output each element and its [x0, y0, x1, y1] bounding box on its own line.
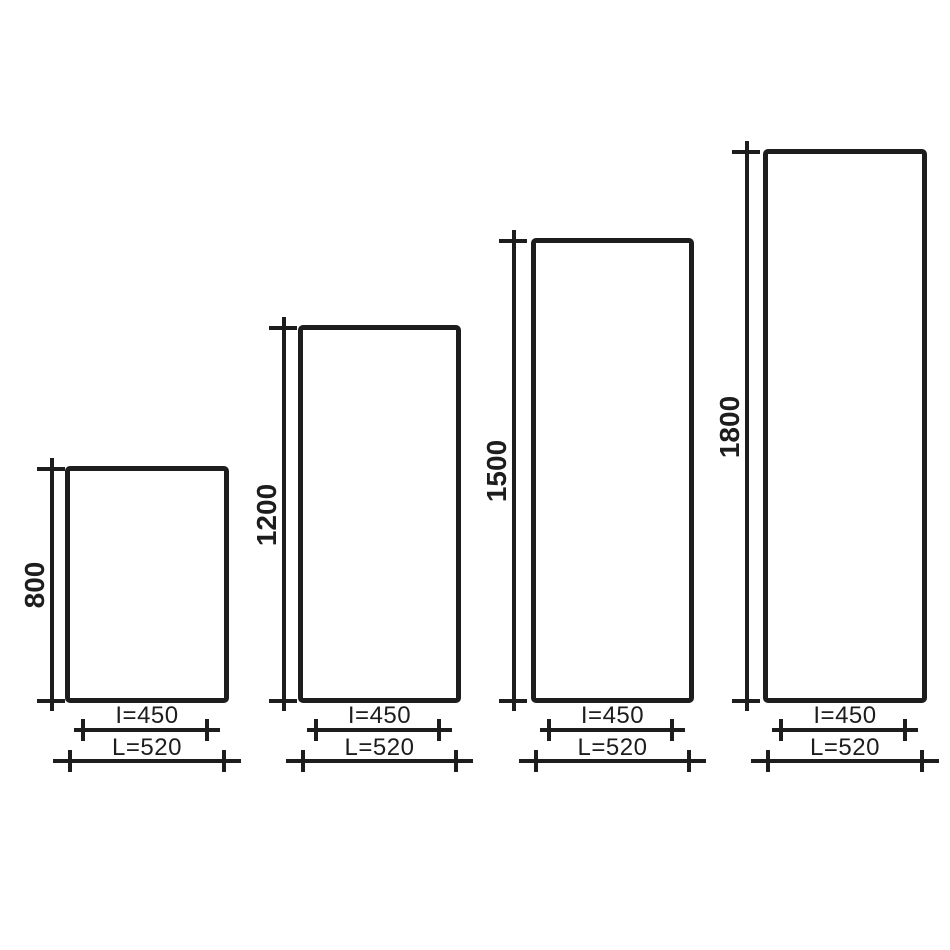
module-outline: [65, 466, 229, 703]
module-outline: [531, 238, 694, 703]
inner-width-tick-right: [670, 719, 674, 741]
height-dim-label: 1200: [251, 483, 282, 546]
outer-width-dim-line: [53, 759, 241, 763]
outer-width-dim-line: [519, 759, 706, 763]
height-dim-tick-top: [37, 467, 65, 471]
inner-width-tick-right: [205, 719, 209, 741]
inner-width-dim-line: [540, 728, 685, 732]
outer-width-label: L=520: [810, 734, 880, 761]
height-dim-label: 1500: [481, 439, 512, 503]
outer-width-label: L=520: [344, 734, 415, 761]
inner-width-tick-left: [314, 719, 318, 741]
inner-width-tick-right: [903, 719, 907, 741]
outer-width-tick-right: [222, 750, 226, 772]
inner-width-label: I=450: [813, 702, 877, 729]
height-dim-line: [282, 317, 286, 711]
height-dim-tick-top: [269, 326, 297, 330]
outer-width-tick-right: [687, 750, 691, 772]
inner-width-label: I=450: [115, 702, 179, 729]
outer-width-dim-line: [751, 759, 939, 763]
height-dim-label: 800: [19, 561, 50, 609]
outer-width-tick-left: [534, 750, 538, 772]
inner-width-label: I=450: [580, 702, 645, 729]
outer-width-label: L=520: [577, 734, 648, 761]
module-outline: [763, 149, 927, 703]
outer-width-label: L=520: [112, 734, 182, 761]
inner-width-label: I=450: [347, 702, 412, 729]
height-dim-tick-top: [499, 239, 527, 243]
outer-width-tick-left: [68, 750, 72, 772]
inner-width-tick-left: [547, 719, 551, 741]
inner-width-dim-line: [74, 728, 220, 732]
height-dim-label: 1800: [714, 395, 745, 458]
height-dim-tick-bottom: [732, 699, 760, 703]
inner-width-tick-left: [81, 719, 85, 741]
inner-width-tick-left: [779, 719, 783, 741]
outer-width-tick-right: [920, 750, 924, 772]
height-dim-tick-bottom: [37, 699, 65, 703]
outer-width-tick-left: [766, 750, 770, 772]
height-dim-line: [745, 141, 749, 711]
inner-width-tick-right: [437, 719, 441, 741]
height-dim-tick-bottom: [499, 699, 527, 703]
inner-width-dim-line: [307, 728, 452, 732]
module-outline: [298, 325, 461, 703]
height-dim-line: [50, 458, 54, 711]
outer-width-tick-right: [454, 750, 458, 772]
height-dim-tick-top: [732, 150, 760, 154]
height-dim-line: [512, 230, 516, 711]
outer-width-dim-line: [286, 759, 473, 763]
inner-width-dim-line: [772, 728, 918, 732]
height-dim-tick-bottom: [269, 699, 297, 703]
outer-width-tick-left: [301, 750, 305, 772]
